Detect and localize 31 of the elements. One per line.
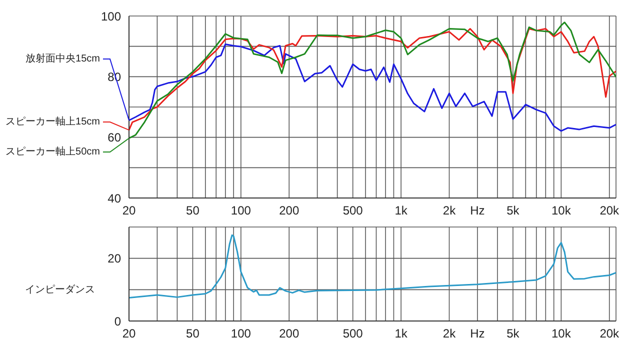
x-tick-label: 200 [279,204,300,218]
y-axis-title: インピーダンス [25,283,95,296]
x-tick-label: 50 [186,326,200,341]
x-tick-label: Hz [470,204,485,218]
x-tick-label: 500 [342,204,364,218]
x-tick-label: 50 [186,204,200,218]
x-tick-label: 10k [551,326,572,341]
x-tick-label: 20k [600,326,620,341]
text: スピーカー軸上50cm [6,146,100,158]
x-tick-label: 500 [342,326,364,341]
x-tick-label: 200 [279,326,300,341]
text: 放射面中央15cm [26,52,100,65]
y-tick-label: 20 [108,252,122,266]
x-tick-label: 100 [230,326,252,341]
y-tick-label: 60 [108,130,122,145]
x-tick-label: 20k [600,204,620,218]
y-tick-label: 0 [114,314,122,328]
x-tick-label: 1k [394,204,408,218]
x-tick-label: 100 [230,204,252,218]
x-tick-label: 2k [442,204,457,218]
x-tick-label: 20 [122,326,136,341]
x-tick-label: 5k [506,204,520,218]
x-tick-label: 5k [506,326,520,341]
y-tick-label: 100 [100,9,122,24]
x-tick-label: 20 [122,204,136,218]
x-tick-label: 1k [394,326,408,341]
x-tick-label: 2k [442,326,457,341]
x-tick-label: 10k [551,204,572,218]
x-tick-label: Hz [470,326,485,341]
y-tick-label: 40 [108,191,122,206]
legend-label: スピーカー軸上15cm [6,116,100,128]
